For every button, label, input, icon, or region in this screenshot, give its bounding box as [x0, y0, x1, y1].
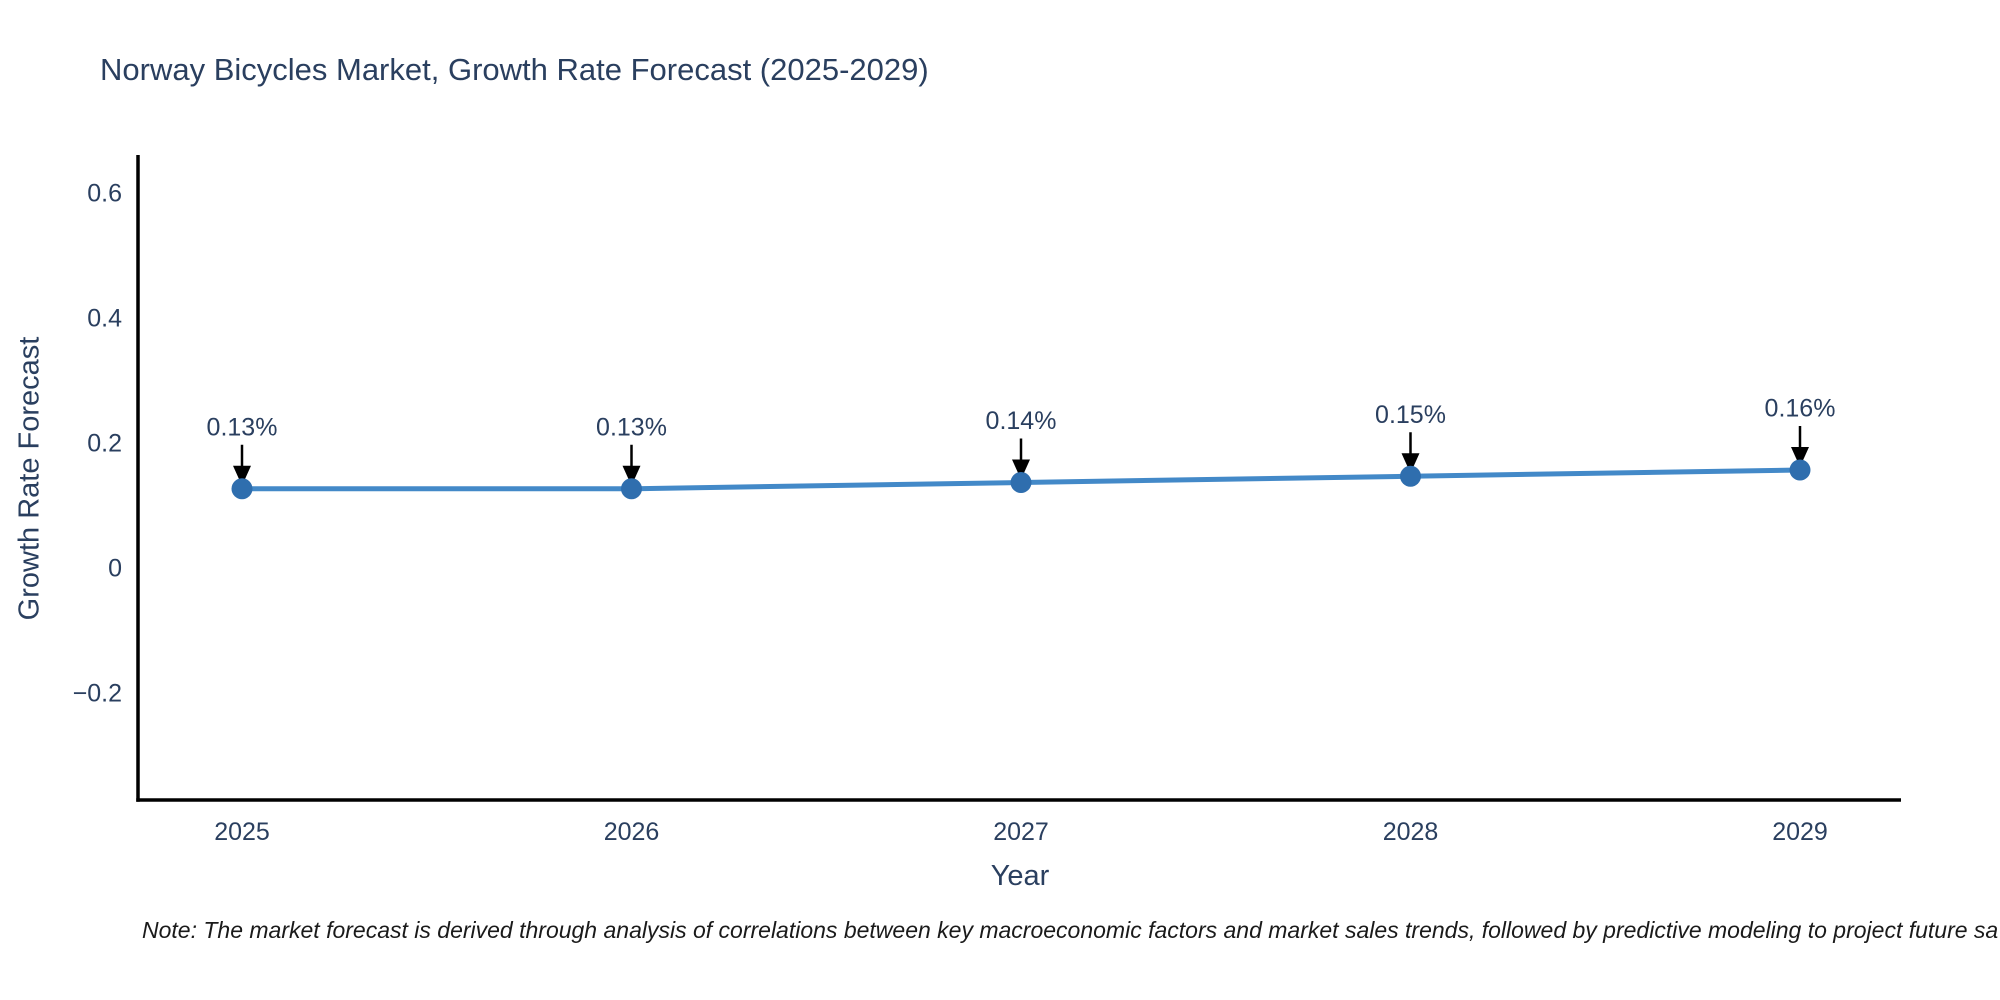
annotation-label: 0.14%	[986, 407, 1057, 435]
data-point-2028	[1400, 465, 1421, 487]
annotation-arrow-head	[622, 465, 641, 486]
annotation-label: 0.13%	[207, 413, 278, 441]
annotation-label: 0.16%	[1765, 395, 1836, 423]
annotation-arrow-head	[1791, 447, 1809, 467]
chart-title: Norway Bicycles Market, Growth Rate Fore…	[100, 52, 929, 87]
x-tick-label: 2027	[993, 818, 1049, 846]
annotation-arrow-head	[1401, 453, 1420, 474]
data-point-2027	[1010, 472, 1032, 493]
footnote: Note: The market forecast is derived thr…	[142, 917, 1999, 943]
x-tick-label: 2026	[604, 818, 660, 846]
y-tick-label: 0.2	[87, 430, 122, 458]
y-tick-label: 0	[108, 555, 122, 583]
annotation-arrow-head	[233, 465, 251, 486]
x-tick-label: 2029	[1772, 818, 1828, 846]
data-point-2026	[621, 478, 642, 500]
y-tick-label: −0.2	[73, 680, 122, 708]
x-tick-label: 2025	[214, 818, 270, 846]
x-tick-label: 2028	[1383, 818, 1439, 846]
y-tick-label: 0.6	[87, 180, 122, 208]
annotation-arrow-head	[1012, 459, 1030, 480]
data-point-2025	[231, 478, 253, 500]
y-tick-label: 0.4	[87, 305, 122, 333]
x-axis-title: Year	[990, 860, 1050, 892]
data-point-2029	[1789, 459, 1811, 481]
annotation-label: 0.13%	[596, 413, 667, 441]
annotation-label: 0.15%	[1375, 401, 1446, 429]
